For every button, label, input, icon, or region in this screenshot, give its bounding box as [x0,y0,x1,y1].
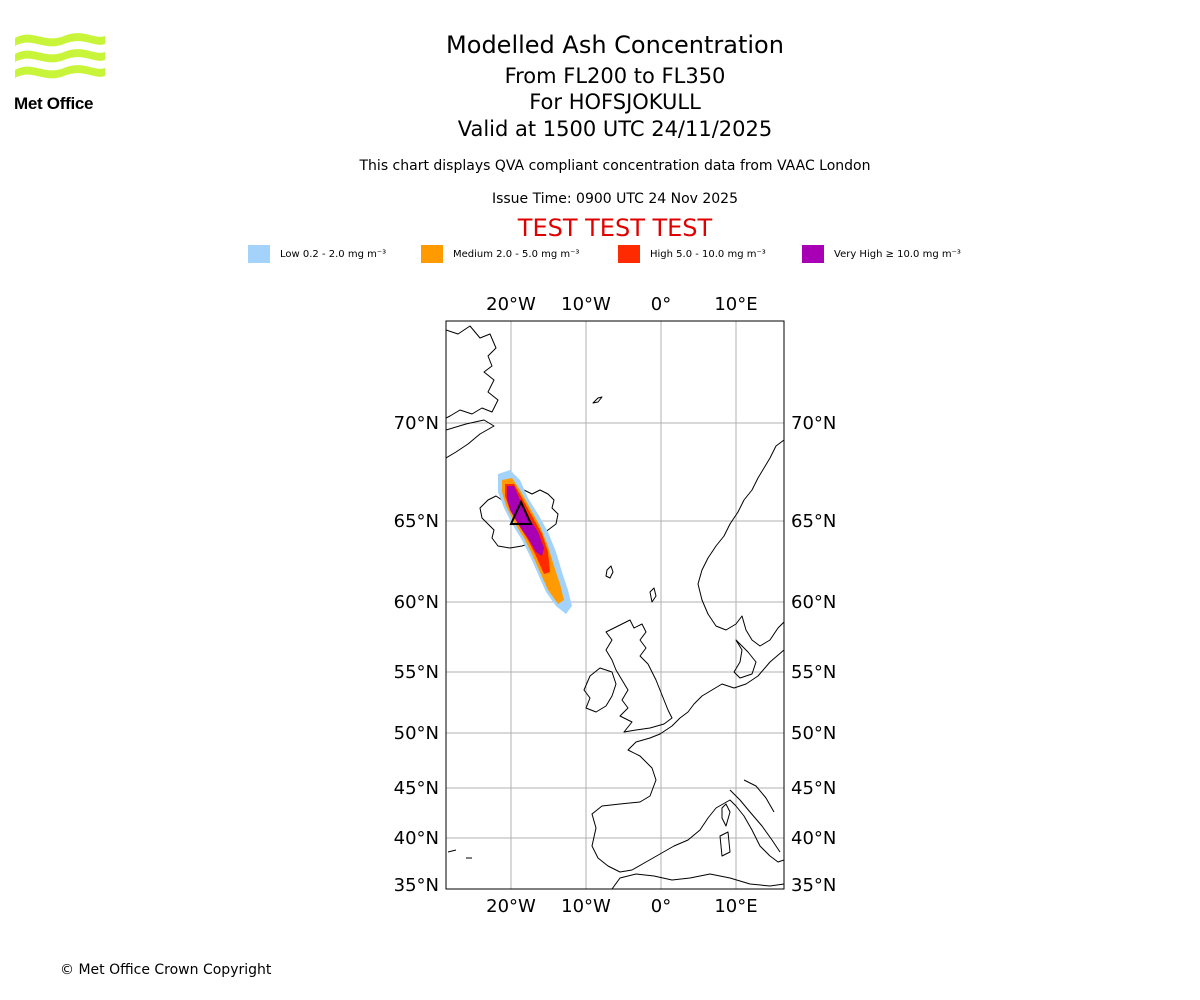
met-office-logo: Met Office [14,30,114,113]
lon-label-bottom-20w: 20°W [486,896,536,917]
chart-title: Modelled Ash Concentration [446,31,784,59]
lat-label-left-50n: 50°N [394,723,439,744]
lon-label-bottom-0: 0° [651,896,671,917]
legend-swatch-high [618,245,640,263]
lat-label-right-60n: 60°N [791,592,836,613]
lat-label-right-70n: 70°N [791,413,836,434]
issue-time: Issue Time: 0900 UTC 24 Nov 2025 [491,191,739,207]
coastline-corsica [721,803,731,827]
coastline-denmark [733,639,757,679]
lon-label-top-0: 0° [651,294,671,315]
legend-label-very-high: Very High ≥ 10.0 mg m⁻³ [834,248,961,260]
plume-very-high [507,486,544,556]
legend-item-medium: Medium 2.0 - 5.0 mg m⁻³ [421,244,579,264]
coastline-jan-mayen [592,396,603,404]
coastline-shetland [649,587,657,603]
copyright-notice: © Met Office Crown Copyright [60,962,272,978]
volcano-name: For HOFSJOKULL [529,90,701,114]
lat-label-right-35n: 35°N [791,875,836,896]
coastline-canaries [447,849,472,859]
valid-time: Valid at 1500 UTC 24/11/2025 [457,117,773,141]
coastline-africa [611,873,784,889]
lat-label-left-70n: 70°N [394,413,439,434]
graticule [446,321,784,889]
legend-swatch-very-high [802,245,824,263]
coastline-greenland [446,325,499,459]
coastline-sardinia [719,831,731,857]
lon-label-top-10e: 10°E [714,294,757,315]
legend-swatch-low [248,245,270,263]
coastline-europe [591,649,784,873]
lat-label-right-50n: 50°N [791,723,836,744]
legend-label-low: Low 0.2 - 2.0 mg m⁻³ [280,248,387,260]
lat-label-left-45n: 45°N [394,778,439,799]
lat-label-left-35n: 35°N [394,875,439,896]
met-office-waves-icon [15,33,105,79]
legend-label-high: High 5.0 - 10.0 mg m⁻³ [650,248,766,260]
lon-label-top-20w: 20°W [486,294,536,315]
lon-label-bottom-10w: 10°W [561,896,611,917]
lat-label-right-45n: 45°N [791,778,836,799]
lon-label-top-10w: 10°W [561,294,611,315]
coastline-ireland [583,667,617,713]
volcano-triangle-icon [509,499,533,525]
lat-label-right-40n: 40°N [791,828,836,849]
chart-description: This chart displays QVA compliant concen… [359,158,871,174]
legend-item-very-high: Very High ≥ 10.0 mg m⁻³ [802,244,961,264]
lat-label-right-65n: 65°N [791,511,836,532]
lat-label-left-40n: 40°N [394,828,439,849]
lat-label-right-55n: 55°N [791,662,836,683]
ash-plume [498,470,572,614]
coastline-great-britain [605,619,673,733]
legend-label-medium: Medium 2.0 - 5.0 mg m⁻³ [453,248,580,260]
lon-label-bottom-10e: 10°E [714,896,757,917]
legend-item-low: Low 0.2 - 2.0 mg m⁻³ [248,244,386,264]
coastline-scandinavia [697,439,784,647]
lat-label-left-55n: 55°N [394,662,439,683]
coastline-faroe [605,565,614,579]
test-banner: TEST TEST TEST [517,214,713,242]
coastline-italy [729,779,781,853]
map-frame [445,320,785,890]
lat-label-left-60n: 60°N [394,592,439,613]
legend-item-high: High 5.0 - 10.0 mg m⁻³ [618,244,766,264]
legend-swatch-medium [421,245,443,263]
lat-label-left-65n: 65°N [394,511,439,532]
flight-level-range: From FL200 to FL350 [504,64,726,88]
coastlines [446,325,784,889]
met-office-logo-text: Met Office [14,94,94,113]
